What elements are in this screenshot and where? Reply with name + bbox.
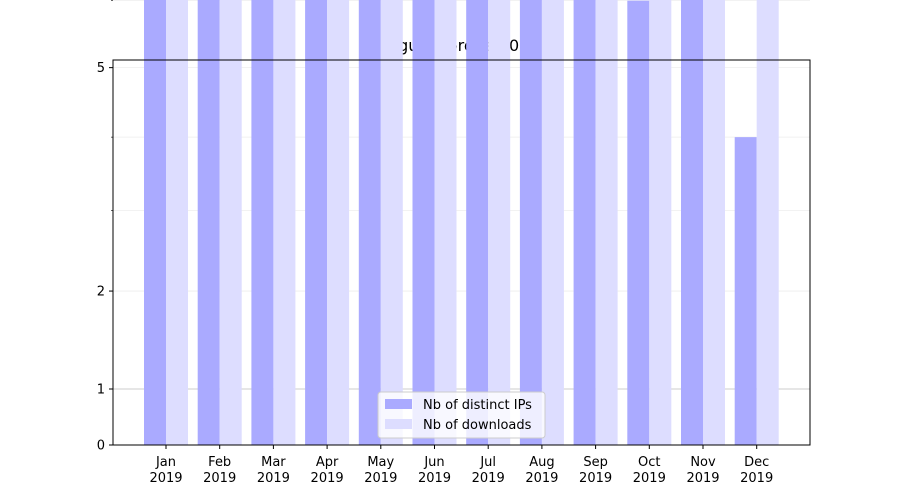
bar-distinct-ips — [573, 0, 596, 445]
x-tick-label-year: 2019 — [579, 471, 612, 486]
x-tick-label-year: 2019 — [525, 471, 558, 486]
bar-downloads — [541, 0, 564, 445]
bar-distinct-ips — [197, 0, 220, 445]
x-tick-label-month: Sep — [583, 455, 608, 470]
y-tick-label: 0 — [97, 439, 105, 454]
bar-distinct-ips — [305, 0, 328, 445]
bar-distinct-ips — [144, 0, 166, 445]
x-tick-label-year: 2019 — [418, 471, 451, 486]
x-tick-label-year: 2019 — [364, 471, 397, 486]
x-tick-label-month: Aug — [529, 455, 554, 470]
bar-downloads — [703, 0, 725, 445]
bar-distinct-ips — [519, 0, 542, 445]
x-tick-label-month: Oct — [638, 455, 660, 470]
x-tick-label-month: Apr — [316, 455, 339, 470]
x-tick-label-year: 2019 — [740, 471, 773, 486]
y-tick-label: 5 — [97, 61, 105, 76]
legend-label: Nb of distinct IPs — [423, 398, 532, 413]
bar-distinct-ips — [466, 0, 489, 445]
x-tick-label-year: 2019 — [257, 471, 290, 486]
bar-distinct-ips — [681, 0, 703, 445]
legend: Nb of distinct IPs Nb of downloads — [377, 391, 546, 439]
legend-label: Nb of downloads — [423, 418, 532, 433]
x-tick-label-year: 2019 — [311, 471, 344, 486]
bar-downloads — [649, 0, 672, 445]
chart-title: mgu74cprobe 2019 — [382, 36, 539, 55]
bar-downloads — [488, 0, 511, 446]
x-tick-label-month: Jul — [479, 455, 496, 470]
bar-downloads — [595, 0, 618, 445]
x-axis: Jan2019Feb2019Mar2019Apr2019May2019Jun20… — [149, 445, 773, 486]
x-tick-label-month: Jan — [155, 455, 176, 470]
y-tick-label: 1 — [97, 383, 105, 398]
x-tick-label-year: 2019 — [472, 471, 505, 486]
y-tick-label: 2 — [97, 285, 105, 300]
legend-box — [377, 391, 546, 439]
x-tick-label-year: 2019 — [203, 471, 236, 486]
bar-downloads — [380, 0, 403, 445]
x-tick-label-month: Mar — [261, 455, 286, 470]
x-tick-label-month: Nov — [690, 455, 716, 470]
bar-distinct-ips — [412, 0, 435, 445]
bar-downloads — [166, 0, 188, 445]
bar-downloads — [327, 0, 350, 445]
bar-downloads — [756, 0, 779, 446]
legend-swatch — [385, 399, 412, 409]
x-tick-label-year: 2019 — [633, 471, 666, 486]
x-tick-label-month: May — [367, 455, 394, 470]
bar-downloads — [434, 0, 457, 445]
legend-swatch — [385, 419, 412, 429]
bar-downloads — [273, 0, 296, 445]
x-tick-label-month: Jun — [423, 455, 444, 470]
x-tick-label-month: Feb — [208, 455, 231, 470]
bar-downloads — [219, 0, 242, 445]
bar-distinct-ips — [734, 137, 757, 445]
y-axis: 0125102050100 — [97, 0, 113, 454]
bar-distinct-ips — [358, 0, 381, 445]
bar-distinct-ips — [251, 0, 274, 445]
bar-distinct-ips — [627, 0, 650, 445]
plot-frame — [112, 59, 811, 446]
x-tick-label-year: 2019 — [149, 471, 182, 486]
x-tick-label-month: Dec — [744, 455, 769, 470]
bars-layer — [144, 0, 779, 446]
x-tick-label-year: 2019 — [686, 471, 719, 486]
